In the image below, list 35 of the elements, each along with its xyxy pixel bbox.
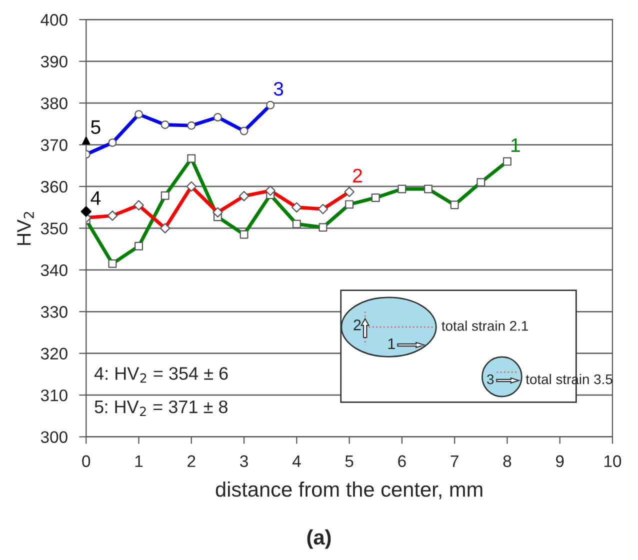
y-tick-label: 330 bbox=[40, 306, 68, 318]
annotation: 3 bbox=[487, 374, 494, 384]
annotation: 5: HV$_{2}$ = 371 ± 8 bbox=[94, 400, 228, 416]
x-tick-label: 2 bbox=[188, 455, 196, 467]
annotation: 4: HV$_{2}$ = 354 ± 6 bbox=[94, 367, 228, 383]
x-tick-label: 0 bbox=[82, 455, 90, 468]
y-tick-label: 380 bbox=[40, 97, 68, 110]
series-label: 5 bbox=[91, 120, 100, 134]
x-tick-label: 4 bbox=[292, 455, 301, 467]
series-label: 3 bbox=[274, 82, 284, 96]
y-tick-label: 400 bbox=[40, 14, 68, 26]
annotation: total strain 2.1 bbox=[442, 320, 528, 331]
y-tick-label: 310 bbox=[40, 389, 68, 402]
x-tick-label: 5 bbox=[345, 455, 354, 468]
x-tick-label: 3 bbox=[240, 455, 248, 468]
annotation: 1 bbox=[388, 338, 395, 349]
y-axis-title: HV$_{2}$ bbox=[17, 212, 34, 245]
y-tick-label: 340 bbox=[40, 264, 68, 276]
y-tick-label: 390 bbox=[40, 56, 68, 68]
x-tick-label: 10 bbox=[604, 455, 622, 468]
series-label: 4 bbox=[90, 191, 101, 205]
annotation: 2 bbox=[354, 320, 361, 330]
x-tick-label: 7 bbox=[450, 455, 458, 467]
y-tick-label: 360 bbox=[40, 180, 68, 193]
series-label: 2 bbox=[353, 168, 362, 182]
x-tick-label: 6 bbox=[398, 455, 406, 468]
y-tick-label: 300 bbox=[40, 431, 68, 444]
y-tick-label: 370 bbox=[40, 139, 68, 151]
y-tick-label: 350 bbox=[40, 222, 68, 234]
y-tick-label: 320 bbox=[40, 348, 68, 360]
text: (a) bbox=[307, 529, 331, 549]
x-tick-label: 9 bbox=[556, 455, 564, 468]
x-tick-label: 8 bbox=[503, 455, 512, 468]
x-axis-title: distance from the center, mm bbox=[216, 482, 482, 500]
x-tick-label: 1 bbox=[135, 455, 143, 467]
